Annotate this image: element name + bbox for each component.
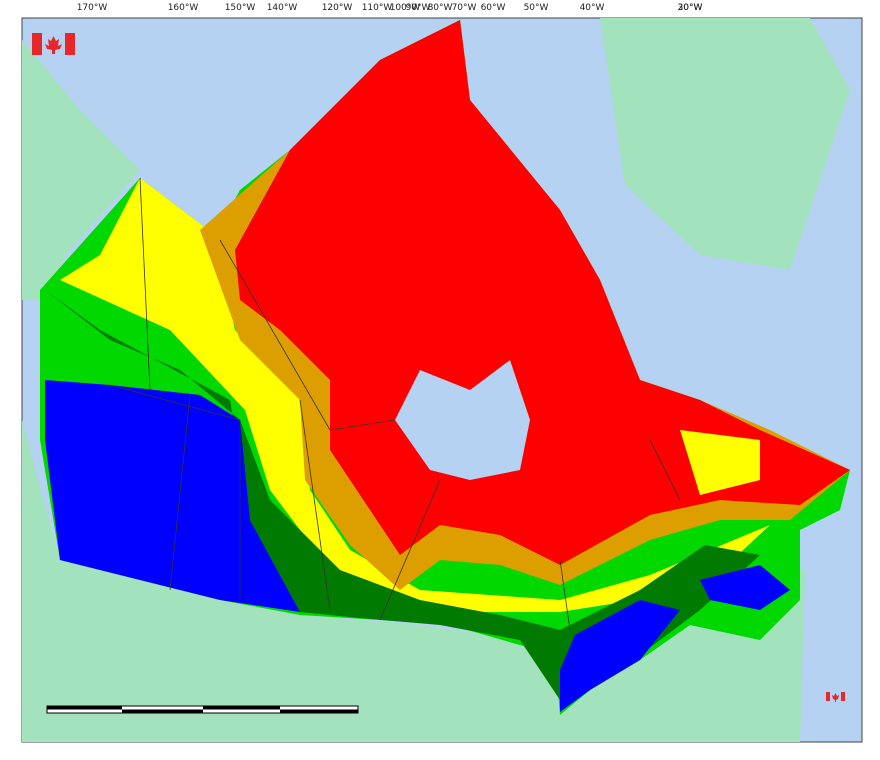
top-longitude-label: 90°W bbox=[406, 3, 431, 13]
top-longitude-label: 60°W bbox=[481, 3, 506, 13]
canada-zone-0 bbox=[235, 20, 850, 565]
alaska bbox=[22, 40, 140, 300]
top-longitude-label: 120°W bbox=[322, 3, 353, 13]
province-borders bbox=[109, 177, 681, 631]
top-longitude-label: 140°W bbox=[267, 3, 298, 13]
top-longitude-label: 100°W bbox=[390, 3, 421, 13]
top-longitude-label: 30°W bbox=[678, 3, 703, 13]
canada-zone-1200-west bbox=[45, 380, 300, 612]
canada-zone-600 bbox=[45, 290, 760, 700]
greenland bbox=[600, 18, 850, 270]
canada-zone-1200-east bbox=[560, 565, 790, 712]
hudson-bay bbox=[395, 360, 530, 480]
top-longitude-label: 80°W bbox=[428, 3, 453, 13]
top-longitude-label: 170°W bbox=[77, 3, 108, 13]
top-longitude-label: 110°W bbox=[362, 3, 393, 13]
scale-bar bbox=[46, 705, 359, 714]
top-longitude-label: 20°W bbox=[678, 3, 703, 13]
nrcan-logo bbox=[32, 33, 75, 55]
top-longitude-label: 50°W bbox=[524, 3, 549, 13]
top-longitude-label: 70°W bbox=[452, 3, 477, 13]
top-longitude-label: 150°W bbox=[225, 3, 256, 13]
labrador-yellow bbox=[680, 430, 760, 495]
wordmark-flag bbox=[826, 692, 845, 702]
top-longitude-label: 160°W bbox=[168, 3, 199, 13]
top-longitude-label: 40°W bbox=[580, 3, 605, 13]
